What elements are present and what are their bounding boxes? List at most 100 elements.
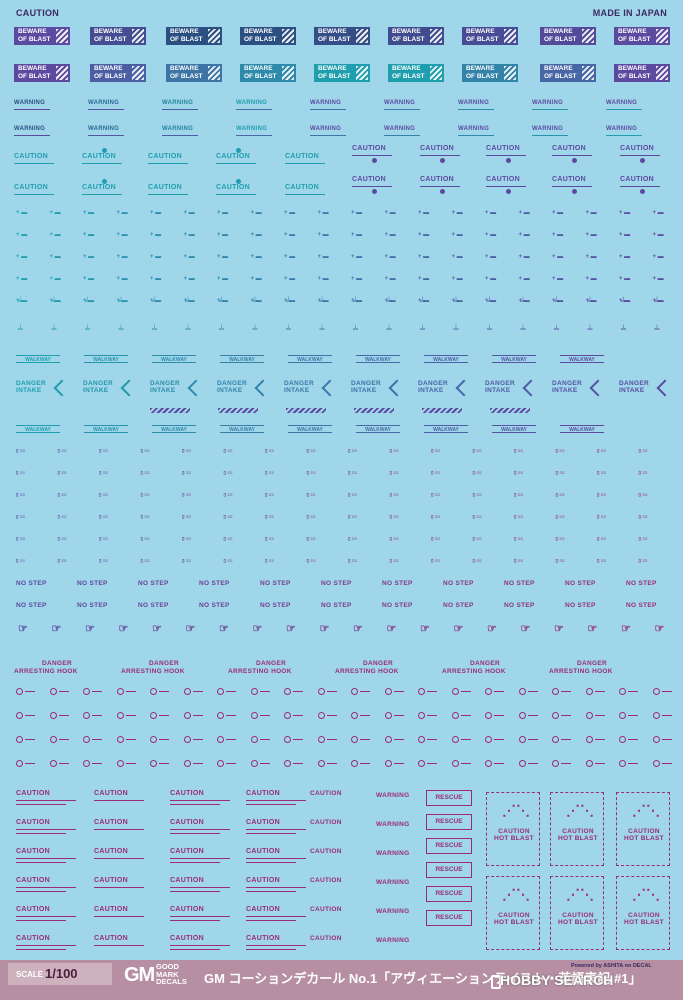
blast-rays: ⋰⋱	[502, 886, 530, 902]
circle-marker	[518, 736, 526, 743]
info-placard: ▯ ≡≡	[555, 558, 565, 563]
no-step-label: NO STEP	[321, 580, 352, 587]
info-placard: ▯ ≡≡	[514, 536, 523, 541]
info-placard: ▯ ≡≡	[431, 448, 440, 453]
warning-underline	[14, 109, 50, 110]
plate-text: BEWARE OF BLAST	[392, 28, 425, 43]
warning-underline	[14, 135, 50, 136]
caution-placard-text	[246, 862, 296, 863]
plus-marker: + ▬	[183, 210, 195, 216]
caution-placard-text	[16, 800, 76, 801]
hot-blast-box	[486, 792, 540, 866]
warning-underline	[162, 135, 198, 136]
warning-underline	[88, 109, 124, 110]
hazard-stripe	[422, 408, 462, 413]
plus-marker: + ▬	[451, 298, 463, 304]
circle-marker	[116, 688, 124, 695]
plus-marker: + ▬	[451, 232, 463, 238]
plus-marker: + ▬	[16, 210, 28, 216]
info-placard: ▯ ≡≡	[306, 514, 316, 519]
info-placard: ▯ ≡≡	[348, 492, 357, 497]
caution-underline	[352, 186, 392, 187]
circle-marker-line	[360, 691, 370, 692]
logo-line-mark: MARK	[156, 969, 179, 979]
info-placard: ▯ ≡≡	[223, 492, 233, 497]
circle-marker	[418, 760, 425, 767]
circle-marker	[619, 712, 626, 719]
tick-marker: ╧	[554, 298, 559, 305]
info-placard: ▯ ≡≡	[57, 536, 67, 541]
circle-marker-line	[594, 763, 605, 764]
caution-label: CAUTION	[285, 153, 319, 160]
circle-marker	[317, 736, 325, 743]
circle-marker-line	[594, 715, 605, 716]
walkway-strip: WALKWAY	[220, 425, 264, 433]
caution-label: CAUTION	[420, 176, 454, 183]
circle-marker	[116, 760, 124, 767]
caution-placard-title: CAUTION	[94, 819, 128, 826]
circle-marker-line	[226, 715, 236, 716]
no-step-label: NO STEP	[443, 580, 474, 587]
plus-marker: + ▬	[16, 232, 28, 238]
arresting-hook-label: ARRESTING HOOK	[121, 668, 185, 675]
rescue-box: RESCUE	[426, 814, 472, 830]
plus-marker: + ▬	[250, 254, 262, 260]
tick-marker: ╧	[386, 326, 392, 333]
tick-marker: ╧	[152, 326, 157, 333]
hand-symbol: ☞	[185, 623, 196, 635]
circle-marker-line	[661, 715, 672, 716]
info-placard: ▯ ≡≡	[182, 536, 191, 541]
tick-marker: ╧	[487, 298, 492, 305]
warning-label: WARNING	[384, 126, 416, 132]
hand-symbol: ☞	[587, 623, 598, 635]
info-placard: ▯ ≡≡	[389, 470, 399, 475]
tick-marker: ╧	[219, 326, 224, 333]
circle-marker	[217, 712, 224, 719]
warning-label: WARNING	[88, 126, 120, 132]
info-placard: ▯ ≡≡	[597, 470, 606, 475]
info-placard: ▯ ≡≡	[472, 536, 482, 541]
no-step-label: NO STEP	[138, 580, 169, 587]
caution-placard-text	[16, 858, 76, 859]
tick-marker: ╧	[453, 326, 459, 333]
info-placard: ▯ ≡≡	[223, 558, 233, 563]
plus-marker: + ▬	[652, 210, 664, 216]
circle-marker	[83, 712, 90, 719]
circle-marker	[652, 736, 660, 743]
circle-marker	[250, 736, 258, 743]
hand-symbol: ☞	[353, 623, 363, 635]
hand-symbol: ☞	[51, 623, 62, 635]
tick-marker: ╧	[252, 298, 258, 305]
info-placard: ▯ ≡≡	[514, 448, 523, 453]
plus-marker: + ▬	[552, 298, 564, 304]
circle-marker-line	[527, 739, 538, 740]
caution-placard-title: CAUTION	[16, 935, 50, 942]
hatch-pattern	[282, 29, 294, 43]
circle-marker-line	[226, 739, 236, 740]
info-placard: ▯ ≡≡	[16, 470, 25, 475]
plate-text: BEWARE OF BLAST	[94, 28, 127, 43]
info-placard: ▯ ≡≡	[638, 492, 648, 497]
circle-marker-line	[326, 763, 337, 764]
walkway-strip: WALKWAY	[424, 425, 468, 433]
caution-underline	[352, 155, 392, 156]
plus-marker: + ▬	[250, 298, 262, 304]
warning-underline	[384, 135, 420, 136]
tick-marker: ╧	[118, 326, 124, 333]
circle-marker	[418, 736, 425, 743]
tick-marker: ╧	[487, 326, 492, 333]
tick-marker: ╧	[420, 298, 425, 305]
danger-label: DANGER	[577, 660, 607, 667]
info-placard: ▯ ≡≡	[597, 448, 606, 453]
info-placard: ▯ ≡≡	[348, 514, 357, 519]
caution-placard-text	[94, 916, 144, 917]
walkway-strip: WALKWAY	[84, 425, 128, 433]
intake-chevron	[522, 379, 540, 397]
plus-marker: + ▬	[485, 210, 497, 216]
danger-intake-label: DANGER INTAKE	[552, 380, 582, 394]
hot-blast-box	[616, 876, 670, 950]
circle-marker-line	[25, 691, 35, 692]
caution-placard-text	[170, 920, 220, 921]
hatch-pattern	[582, 66, 594, 80]
info-placard: ▯ ≡≡	[514, 470, 523, 475]
